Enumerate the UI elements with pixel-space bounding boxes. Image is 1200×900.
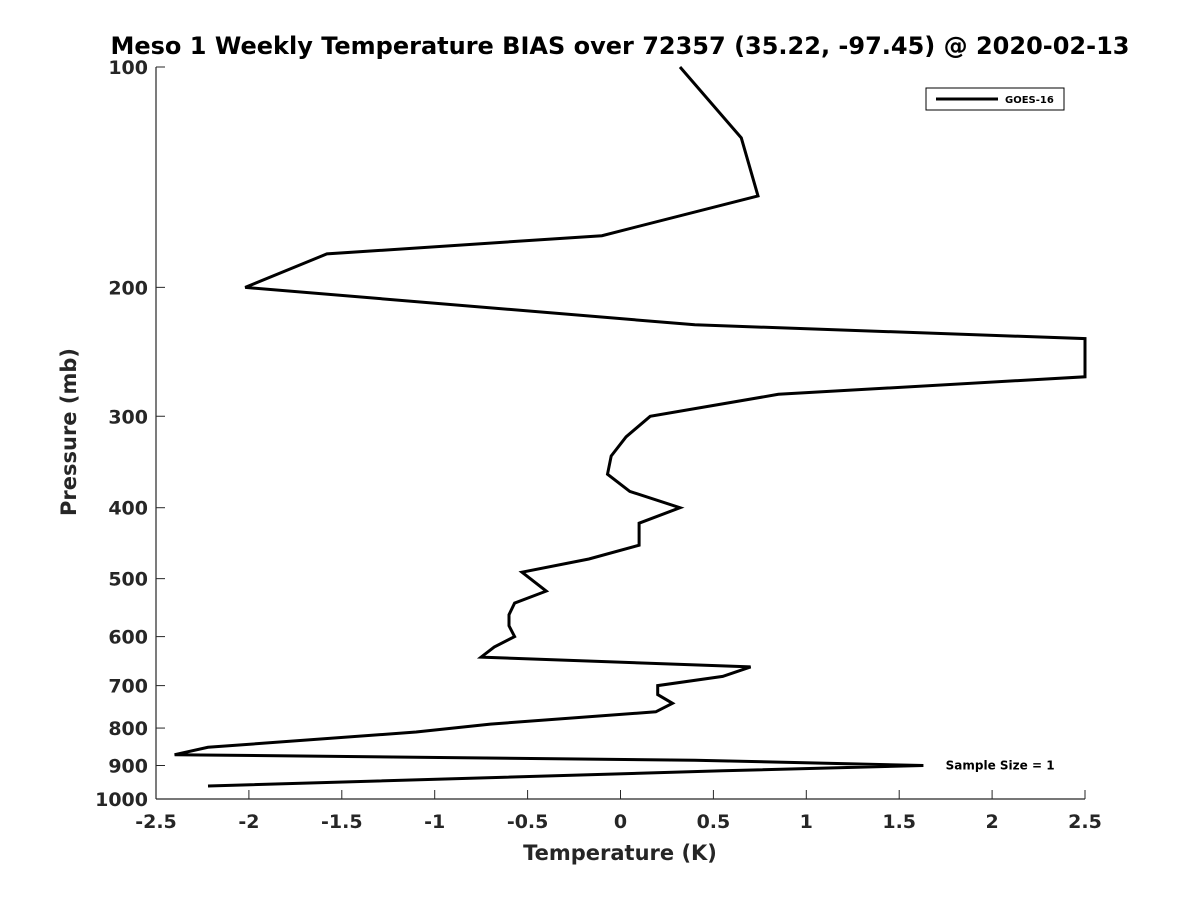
y-axis-label: Pressure (mb) <box>57 348 81 516</box>
x-tick-label: 0 <box>614 811 627 833</box>
y-tick-label: 500 <box>108 569 148 591</box>
ticks: -2.5 -2 -1.5 -1 -0.5 0 0.5 1 1.5 2 2.5 100 200 300 400… <box>95 57 1102 833</box>
x-tick-label: -2.5 <box>135 811 177 833</box>
chart-title: Meso 1 Weekly Temperature BIAS over 7235… <box>110 32 1129 60</box>
series-line-goes-16 <box>174 66 1087 788</box>
x-tick-label: 2 <box>985 811 998 833</box>
sample-size-annotation: Sample Size = 1 <box>946 759 1055 773</box>
series-layer <box>174 66 1087 788</box>
y-tick-label: 900 <box>108 756 148 778</box>
axes <box>155 67 1085 800</box>
y-tick-label: 200 <box>108 277 148 299</box>
y-tick-label: 400 <box>108 498 148 520</box>
y-tick-label: 800 <box>108 718 148 740</box>
x-tick-label: 1.5 <box>882 811 916 833</box>
x-tick-label: 0.5 <box>697 811 731 833</box>
x-tick-label: -1.5 <box>321 811 363 833</box>
x-tick-label: 2.5 <box>1068 811 1102 833</box>
x-tick-label: -2 <box>238 811 259 833</box>
y-tick-label: 100 <box>108 57 148 79</box>
y-tick-label: 700 <box>108 676 148 698</box>
x-tick-label: -1 <box>424 811 445 833</box>
x-tick-label: -0.5 <box>507 811 549 833</box>
x-tick-label: 1 <box>800 811 813 833</box>
y-tick-label: 600 <box>108 627 148 649</box>
y-tick-label: 1000 <box>95 789 148 811</box>
legend: GOES-16 <box>925 87 1065 111</box>
y-tick-label: 300 <box>108 406 148 428</box>
x-axis-label: Temperature (K) <box>523 841 717 865</box>
legend-label: GOES-16 <box>1005 95 1054 106</box>
